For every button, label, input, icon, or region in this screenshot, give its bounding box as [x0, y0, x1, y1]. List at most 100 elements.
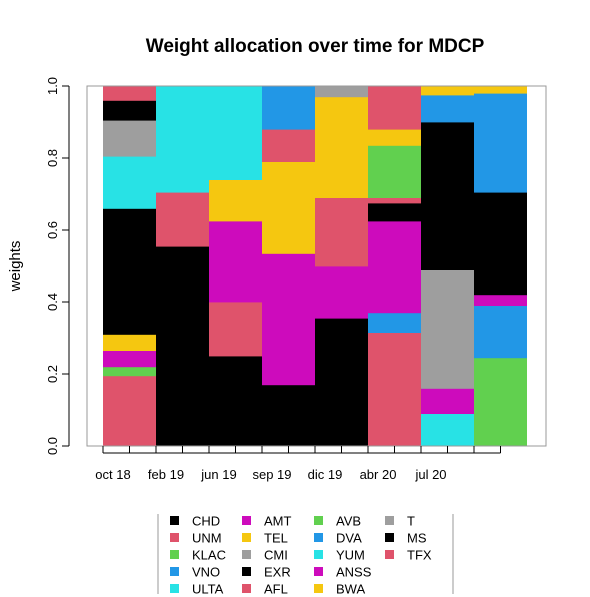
- bar-segment-vno: [474, 93, 527, 193]
- legend-swatch-unm: [170, 533, 179, 542]
- legend-swatch-yum: [314, 550, 323, 559]
- legend-swatch-avb: [314, 516, 323, 525]
- legend-label: AMT: [264, 514, 292, 529]
- bar-segment-vno: [368, 312, 421, 333]
- legend-label: BWA: [336, 582, 365, 597]
- legend-label: MS: [407, 531, 427, 546]
- bar-segment-amt: [315, 266, 368, 319]
- legend-label: KLAC: [192, 548, 226, 563]
- legend-swatch-t: [385, 516, 394, 525]
- bar-segment-exr: [421, 122, 474, 270]
- bar-segment-klac: [103, 366, 156, 377]
- bar-segment-afl: [315, 197, 368, 267]
- legend-swatch-vno: [170, 567, 179, 576]
- bar-segment-dva: [262, 86, 315, 130]
- bar-segment-afl: [156, 192, 209, 247]
- legend-swatch-afl: [242, 584, 251, 593]
- bar-segment-tel: [315, 96, 368, 198]
- legend-swatch-klac: [170, 550, 179, 559]
- bar-segment-ms: [474, 192, 527, 296]
- legend-swatch-cmi: [242, 550, 251, 559]
- legend-label: ANSS: [336, 565, 372, 580]
- legend-label: AVB: [336, 514, 361, 529]
- plot-frame: [86, 85, 547, 447]
- legend-label: DVA: [336, 531, 362, 546]
- bar-segment-exr: [103, 208, 156, 335]
- bar-segment-chd: [315, 318, 368, 447]
- legend-swatch-ms: [385, 533, 394, 542]
- bar-segment-afl: [262, 129, 315, 162]
- x-tick-label: jun 19: [200, 467, 236, 482]
- bar-segment-unm: [368, 332, 421, 447]
- legend: CHD UNM KLAC VNO ULTA AMT TEL CMI EXR AFL AVB DVA YU…: [157, 514, 454, 597]
- legend-swatch-amt: [242, 516, 251, 525]
- x-tick-label: sep 19: [252, 467, 291, 482]
- legend-swatch-bwa: [314, 584, 323, 593]
- bar-segment-t: [315, 86, 368, 98]
- bar-segment-unm: [103, 375, 156, 447]
- bar-segment-anss: [421, 388, 474, 414]
- x-tick-label: dic 19: [308, 467, 343, 482]
- bar-segment-tel: [209, 179, 262, 222]
- legend-swatch-anss: [314, 567, 323, 576]
- bar-segment-t: [421, 269, 474, 389]
- bar-segment-yum: [156, 86, 209, 193]
- y-tick-label: 0.8: [45, 149, 60, 167]
- legend-swatch-exr: [242, 567, 251, 576]
- bar-segment-yum: [103, 156, 156, 209]
- bar-segment-amt: [103, 350, 156, 368]
- legend-label: CHD: [192, 514, 220, 529]
- bar-segment-bwa: [421, 86, 474, 96]
- bar-segment-dva: [474, 305, 527, 359]
- bar-segment-ulta: [421, 413, 474, 447]
- chart-title: Weight allocation over time for MDCP: [146, 36, 485, 57]
- legend-swatch-ulta: [170, 584, 179, 593]
- y-tick-label: 0.0: [45, 437, 60, 455]
- legend-label: UNM: [192, 531, 222, 546]
- legend-swatch-dva: [314, 533, 323, 542]
- y-tick-label: 1.0: [45, 77, 60, 95]
- legend-swatch-tel: [242, 533, 251, 542]
- x-tick-label: jul 20: [414, 467, 446, 482]
- legend-label: TFX: [407, 548, 432, 563]
- legend-swatch-tfx: [385, 550, 394, 559]
- bar-segment-tfx: [103, 86, 156, 101]
- y-axis-label: weights: [7, 241, 24, 293]
- x-tick-label: abr 20: [360, 467, 397, 482]
- bar-segment-unm: [209, 302, 262, 357]
- legend-label: T: [407, 514, 415, 529]
- legend-label: EXR: [264, 565, 291, 580]
- legend-label: TEL: [264, 531, 288, 546]
- x-axis: oct 18 feb 19 jun 19 sep 19 dic 19 abr 20 jul …: [95, 446, 501, 482]
- bar-segment-bwa: [474, 86, 527, 94]
- y-tick-label: 0.2: [45, 365, 60, 383]
- bar-segment-chd: [262, 384, 315, 447]
- bar-segment-avb: [368, 145, 421, 198]
- bar-segment-chd: [209, 356, 262, 447]
- stacked-bars: [103, 86, 527, 447]
- y-tick-label: 0.6: [45, 221, 60, 239]
- y-tick-label: 0.4: [45, 293, 60, 311]
- legend-label: CMI: [264, 548, 288, 563]
- bar-segment-amt: [209, 221, 262, 303]
- x-tick-label: feb 19: [148, 467, 184, 482]
- bar-segment-tel: [103, 334, 156, 351]
- bar-segment-yum: [209, 86, 262, 180]
- bar-segment-afl: [368, 197, 421, 204]
- legend-label: YUM: [336, 548, 365, 563]
- bar-segment-exr: [156, 246, 209, 447]
- bar-segment-amt: [262, 253, 315, 386]
- x-tick-label: oct 18: [95, 467, 130, 482]
- bar-segment-anss: [474, 294, 527, 306]
- bar-segment-amt: [368, 221, 421, 314]
- bar-segment-tel: [262, 161, 315, 254]
- y-axis: 0.0 0.2 0.4 0.6 0.8 1.0: [45, 77, 70, 455]
- legend-swatch-chd: [170, 516, 179, 525]
- bar-segment-tfx: [368, 86, 421, 130]
- bar-segment-dva: [421, 95, 474, 123]
- legend-label: AFL: [264, 582, 288, 597]
- bar-segment-t: [103, 120, 156, 157]
- bar-segment-ms: [103, 100, 156, 121]
- legend-label: ULTA: [192, 582, 224, 597]
